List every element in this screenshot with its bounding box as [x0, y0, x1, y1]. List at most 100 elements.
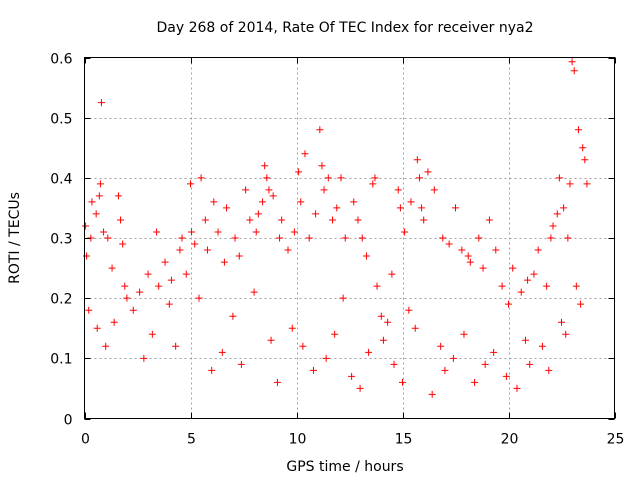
y-tick-label: 0.3: [50, 232, 72, 248]
data-point: [148, 330, 156, 338]
data-point: [178, 234, 186, 242]
data-point: [223, 204, 231, 212]
data-point: [401, 228, 409, 236]
data-point: [263, 174, 271, 182]
data-point: [201, 216, 209, 224]
data-point: [305, 234, 313, 242]
data-point: [195, 294, 203, 302]
data-point: [464, 252, 472, 260]
data-point: [418, 204, 426, 212]
data-point: [187, 180, 194, 188]
data-point: [259, 198, 267, 206]
data-point: [284, 246, 292, 254]
data-point: [140, 354, 148, 362]
data-point: [545, 366, 553, 374]
data-point: [97, 99, 105, 107]
data-point: [329, 216, 337, 224]
data-point: [449, 354, 457, 362]
data-point: [485, 216, 493, 224]
data-point: [390, 360, 398, 368]
data-point: [333, 204, 341, 212]
data-point: [358, 234, 366, 242]
data-point: [172, 342, 180, 350]
data-point: [337, 174, 345, 182]
data-point: [167, 276, 175, 284]
y-axis-label: ROTI / TECUs: [7, 192, 23, 284]
data-point: [424, 168, 432, 176]
data-point: [242, 186, 250, 194]
data-point: [252, 228, 260, 236]
y-tick-label: 0.5: [50, 112, 72, 128]
data-point: [176, 246, 184, 254]
data-point: [405, 306, 413, 314]
data-point: [295, 168, 303, 176]
data-point: [526, 360, 534, 368]
data-point: [290, 228, 298, 236]
data-point: [322, 354, 330, 362]
data-point: [362, 252, 370, 260]
data-point: [108, 264, 116, 272]
data-point: [153, 228, 161, 236]
data-point: [460, 330, 468, 338]
data-point: [144, 270, 152, 278]
data-point: [513, 384, 521, 392]
data-point: [297, 198, 305, 206]
data-point: [564, 234, 572, 242]
data-point: [117, 216, 125, 224]
data-point: [96, 180, 104, 188]
data-point: [428, 390, 436, 398]
y-tick-label: 0.6: [50, 52, 72, 68]
data-point: [509, 264, 517, 272]
data-point: [517, 288, 525, 296]
data-point: [191, 240, 199, 248]
data-point: [210, 198, 218, 206]
data-point: [320, 186, 328, 194]
data-point: [458, 246, 466, 254]
data-point: [471, 378, 479, 386]
data-point: [415, 174, 423, 182]
data-point: [269, 192, 277, 200]
x-tick-label: 10: [289, 432, 307, 448]
data-point: [110, 318, 118, 326]
data-point: [413, 156, 421, 164]
data-point: [479, 264, 487, 272]
data-point: [547, 234, 555, 242]
data-point: [521, 336, 529, 344]
data-point: [560, 204, 568, 212]
data-point: [208, 366, 216, 374]
data-point: [430, 186, 438, 194]
data-point: [318, 162, 326, 170]
data-point: [276, 234, 284, 242]
data-point: [365, 348, 373, 356]
data-point: [399, 378, 406, 386]
data-point: [492, 246, 500, 254]
data-point: [530, 270, 538, 278]
data-point: [583, 180, 591, 188]
data-point: [354, 216, 362, 224]
data-point: [356, 384, 364, 392]
data-point: [123, 294, 131, 302]
data-point: [136, 288, 144, 296]
data-point: [301, 150, 309, 158]
y-tick-label: 0.1: [50, 352, 72, 368]
x-tick-label: 15: [395, 432, 413, 448]
data-point: [254, 210, 262, 218]
data-point: [574, 126, 582, 134]
data-point: [331, 330, 339, 338]
data-point: [445, 240, 453, 248]
data-point: [502, 372, 510, 380]
data-point: [411, 324, 419, 332]
data-point: [534, 246, 542, 254]
x-tick-label: 0: [81, 432, 90, 448]
data-point: [555, 174, 563, 182]
data-point: [388, 270, 396, 278]
data-point: [579, 144, 587, 152]
data-point: [581, 156, 589, 164]
data-point: [475, 234, 483, 242]
data-point: [505, 300, 512, 308]
data-point: [85, 306, 93, 314]
data-point: [299, 342, 307, 350]
data-point: [466, 258, 474, 266]
data-point: [155, 282, 163, 290]
data-point: [273, 378, 281, 386]
